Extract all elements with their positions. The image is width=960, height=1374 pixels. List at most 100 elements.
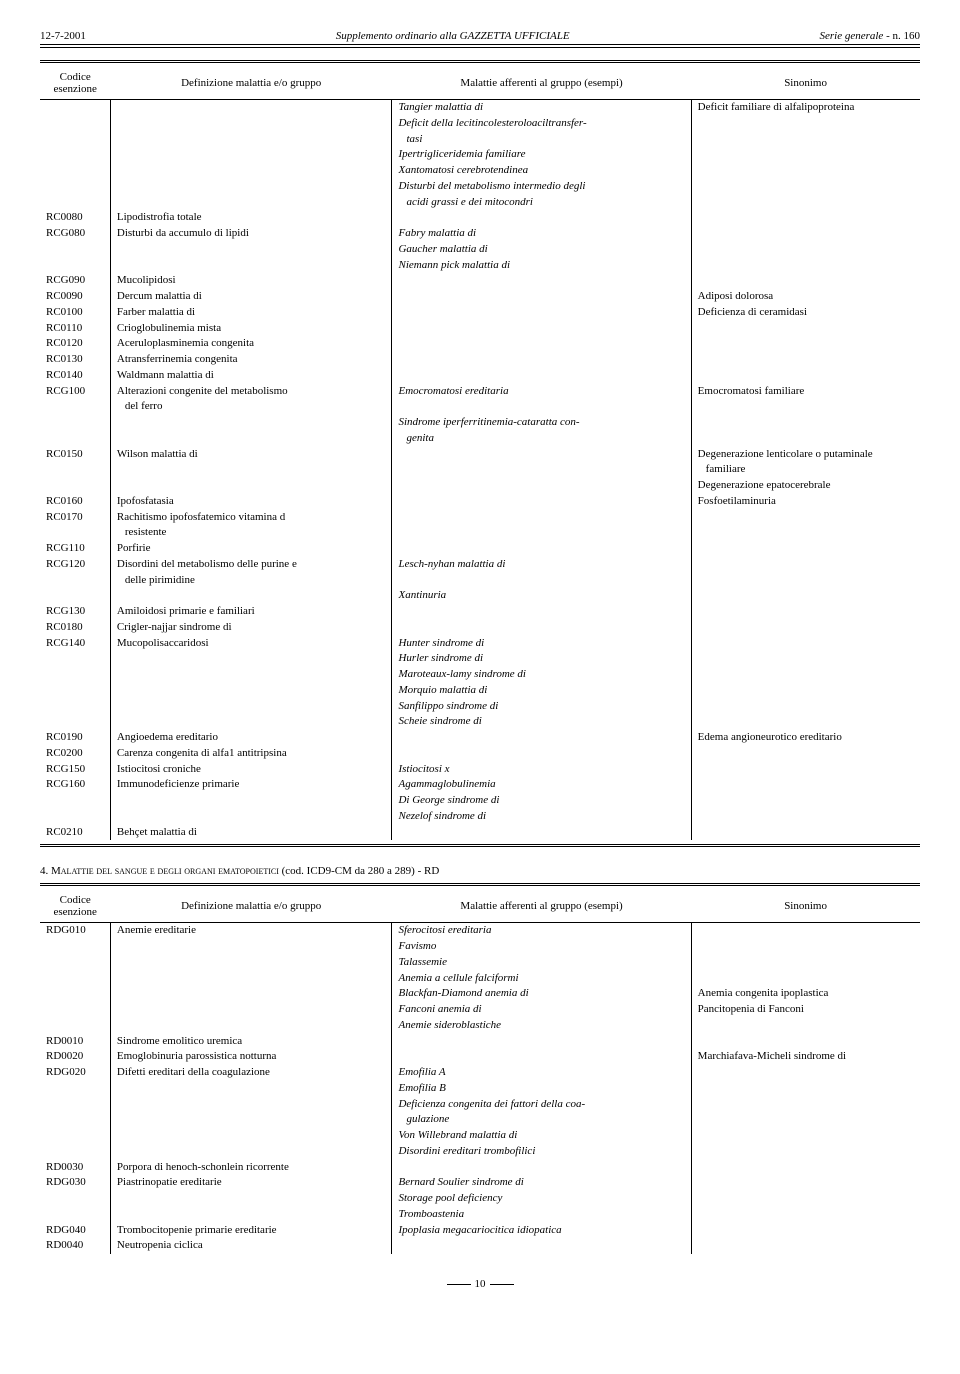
cell-def: Amiloidosi primarie e familiari (110, 604, 392, 620)
cell-def (110, 955, 392, 971)
cell-mal: Anemia a cellule falciformi (392, 971, 691, 987)
table-row: genita (40, 431, 920, 447)
cell-sin (691, 1018, 920, 1034)
cell-sin (691, 1160, 920, 1176)
cell-def (110, 651, 392, 667)
cell-def (110, 100, 392, 116)
cell-code (40, 258, 110, 274)
table-row: gulazione (40, 1112, 920, 1128)
cell-code: RCG120 (40, 557, 110, 573)
disease-table-2: Codice esenzione Definizione malattia e/… (40, 890, 920, 1254)
table-row: RC0090Dercum malattia di Adiposi doloros… (40, 289, 920, 305)
table-row: RCG090Mucolipidosi (40, 273, 920, 289)
cell-sin (691, 620, 920, 636)
cell-sin (691, 1223, 920, 1239)
cell-sin (691, 1065, 920, 1081)
cell-def: Angioedema ereditario (110, 730, 392, 746)
cell-code: RD0040 (40, 1238, 110, 1254)
cell-code: RCG080 (40, 226, 110, 242)
cell-mal (392, 462, 691, 478)
table-row: RC0080Lipodistrofia totale (40, 210, 920, 226)
cell-sin (691, 258, 920, 274)
cell-sin (691, 541, 920, 557)
header-date: 12-7-2001 (40, 30, 86, 42)
cell-sin (691, 415, 920, 431)
cell-code: RC0190 (40, 730, 110, 746)
cell-code (40, 986, 110, 1002)
cell-mal: Tangier malattia di (392, 100, 691, 116)
table-row: Gaucher malattia di (40, 242, 920, 258)
cell-mal (392, 494, 691, 510)
cell-sin (691, 525, 920, 541)
cell-mal: gulazione (392, 1112, 691, 1128)
cell-def: Porfirie (110, 541, 392, 557)
table-row: Blackfan-Diamond anemia diAnemia congeni… (40, 986, 920, 1002)
cell-sin (691, 163, 920, 179)
cell-code: RC0150 (40, 447, 110, 463)
cell-code (40, 1207, 110, 1223)
cell-code (40, 1002, 110, 1018)
table-row: Niemann pick malattia di (40, 258, 920, 274)
cell-sin (691, 939, 920, 955)
cell-def (110, 667, 392, 683)
cell-mal: Favismo (392, 939, 691, 955)
cell-def: Istiocitosi croniche (110, 762, 392, 778)
table-row: Storage pool deficiency (40, 1191, 920, 1207)
cell-code: RCG100 (40, 384, 110, 400)
cell-def (110, 116, 392, 132)
cell-sin: Edema angioneurotico ereditario (691, 730, 920, 746)
cell-sin (691, 352, 920, 368)
cell-def (110, 971, 392, 987)
cell-mal (392, 1238, 691, 1254)
table2-top-rule (40, 883, 920, 886)
cell-mal: Disturbi del metabolismo intermedio degl… (392, 179, 691, 195)
cell-def: Behçet malattia di (110, 825, 392, 841)
cell-code: RCG110 (40, 541, 110, 557)
cell-mal: Emofilia B (392, 1081, 691, 1097)
cell-mal: Maroteaux-lamy sindrome di (392, 667, 691, 683)
cell-mal: Niemann pick malattia di (392, 258, 691, 274)
cell-sin (691, 651, 920, 667)
table-row: Deficit della lecitincolesteroloaciltran… (40, 116, 920, 132)
cell-code (40, 1144, 110, 1160)
th-def: Definizione malattia e/o gruppo (110, 890, 392, 923)
cell-mal (392, 1160, 691, 1176)
cell-sin (691, 195, 920, 211)
cell-mal: Tromboastenia (392, 1207, 691, 1223)
cell-code (40, 809, 110, 825)
cell-def (110, 714, 392, 730)
cell-mal: Hurler sindrome di (392, 651, 691, 667)
cell-sin (691, 971, 920, 987)
cell-code (40, 1081, 110, 1097)
cell-mal: Emofilia A (392, 1065, 691, 1081)
cell-def (110, 179, 392, 195)
cell-sin (691, 116, 920, 132)
cell-sin: Anemia congenita ipoplastica (691, 986, 920, 1002)
cell-def (110, 163, 392, 179)
cell-def (110, 683, 392, 699)
disease-table-1: Codice esenzione Definizione malattia e/… (40, 67, 920, 840)
cell-def: Disturbi da accumulo di lipidi (110, 226, 392, 242)
cell-mal: Agammaglobulinemia (392, 777, 691, 793)
cell-mal: Sindrome iperferritinemia-cataratta con- (392, 415, 691, 431)
cell-mal: Lesch-nyhan malattia di (392, 557, 691, 573)
section-2-title: 4. Malattie del sangue e degli organi em… (40, 865, 920, 877)
cell-def: Difetti ereditari della coagulazione (110, 1065, 392, 1081)
cell-code: RDG030 (40, 1175, 110, 1191)
table-row: resistente (40, 525, 920, 541)
table-row: Emofilia B (40, 1081, 920, 1097)
cell-mal (392, 573, 691, 589)
cell-mal (392, 604, 691, 620)
cell-sin: Degenerazione epatocerebrale (691, 478, 920, 494)
table-row: RC0190Angioedema ereditario Edema angion… (40, 730, 920, 746)
cell-sin (691, 1097, 920, 1113)
cell-def (110, 242, 392, 258)
cell-sin (691, 368, 920, 384)
table-row: RCG130Amiloidosi primarie e familiari (40, 604, 920, 620)
table-row: RCG150Istiocitosi cronicheIstiocitosi x (40, 762, 920, 778)
cell-code (40, 478, 110, 494)
cell-mal (392, 352, 691, 368)
cell-code: RC0090 (40, 289, 110, 305)
table-row: Anemie sideroblastiche (40, 1018, 920, 1034)
cell-code: RCG140 (40, 636, 110, 652)
